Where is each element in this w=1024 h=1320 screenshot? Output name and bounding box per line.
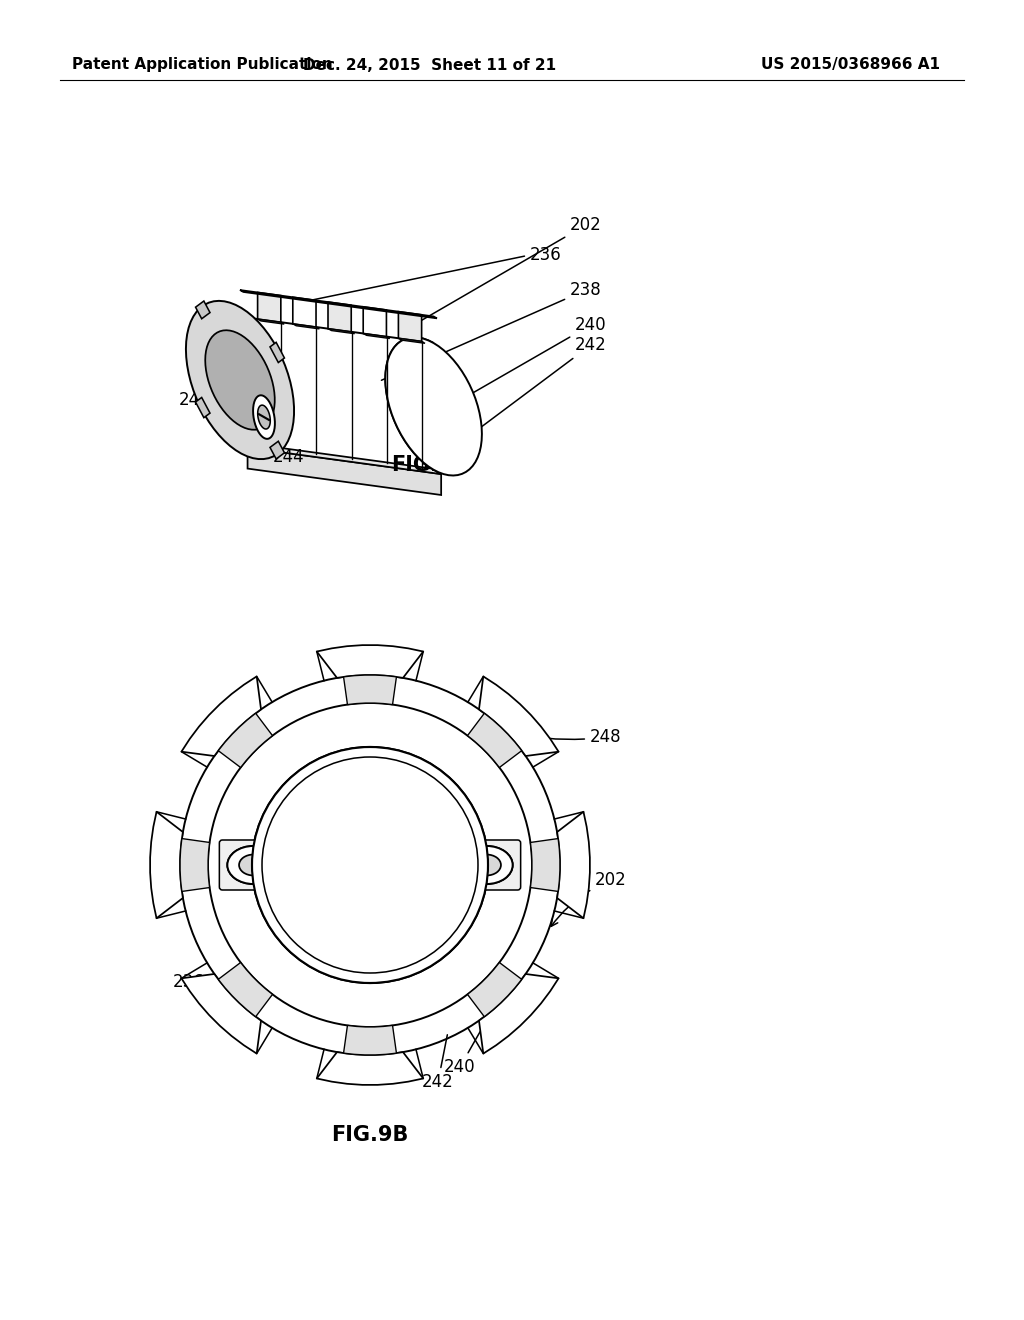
Ellipse shape [461,846,513,884]
Polygon shape [238,442,441,474]
Text: US 2015/0368966 A1: US 2015/0368966 A1 [761,58,940,73]
Text: 240: 240 [444,1012,490,1076]
Text: 244: 244 [271,437,305,466]
Ellipse shape [239,854,267,875]
Polygon shape [398,312,422,342]
Ellipse shape [227,846,280,884]
Polygon shape [191,312,433,470]
Text: 246: 246 [415,851,456,869]
Text: 240: 240 [420,315,606,424]
Ellipse shape [461,846,513,884]
Polygon shape [479,974,558,1053]
Polygon shape [205,330,274,430]
Polygon shape [196,301,210,318]
Text: 236: 236 [312,246,562,300]
Polygon shape [468,962,522,1016]
Polygon shape [186,301,294,459]
Ellipse shape [208,704,532,1027]
Ellipse shape [472,854,501,875]
Polygon shape [191,312,289,449]
Polygon shape [218,962,272,1016]
Text: Patent Application Publication: Patent Application Publication [72,58,333,73]
Polygon shape [344,1026,396,1055]
Polygon shape [181,974,261,1053]
Polygon shape [258,319,285,325]
Polygon shape [364,306,386,337]
Text: FIG.9B: FIG.9B [332,1125,409,1144]
Text: 202: 202 [401,216,602,331]
Polygon shape [293,323,319,329]
Ellipse shape [252,747,488,983]
Polygon shape [253,395,274,438]
Polygon shape [385,338,482,475]
Polygon shape [181,676,261,756]
Polygon shape [270,342,285,363]
Text: 202: 202 [551,871,627,927]
FancyBboxPatch shape [453,840,520,890]
Polygon shape [258,405,270,429]
Ellipse shape [180,675,560,1055]
Polygon shape [328,302,351,331]
Text: 248: 248 [509,729,622,746]
Polygon shape [316,645,423,678]
Text: 244: 244 [264,851,296,869]
Text: 242: 242 [422,1035,454,1092]
Polygon shape [530,838,560,891]
Polygon shape [270,441,285,459]
Polygon shape [151,812,183,919]
Text: FIG.9A: FIG.9A [391,455,469,475]
Polygon shape [218,713,272,767]
Text: 248: 248 [178,391,276,434]
Polygon shape [316,1052,423,1085]
Text: 242: 242 [424,337,607,470]
Polygon shape [248,447,441,495]
Polygon shape [344,675,396,705]
Polygon shape [468,713,522,767]
FancyBboxPatch shape [219,840,288,890]
Ellipse shape [239,854,267,875]
Ellipse shape [252,747,488,983]
Polygon shape [240,290,437,318]
Text: 238: 238 [339,1035,371,1084]
Text: Dec. 24, 2015  Sheet 11 of 21: Dec. 24, 2015 Sheet 11 of 21 [303,58,557,73]
Polygon shape [398,338,425,343]
Polygon shape [180,838,210,891]
Text: 238: 238 [381,281,602,380]
Polygon shape [364,334,390,338]
Polygon shape [328,329,354,334]
Ellipse shape [472,854,501,875]
Polygon shape [196,397,210,417]
Polygon shape [258,293,281,322]
Ellipse shape [227,846,280,884]
Polygon shape [293,297,316,327]
Text: 236: 236 [173,973,233,998]
Polygon shape [557,812,590,919]
Polygon shape [479,676,558,756]
